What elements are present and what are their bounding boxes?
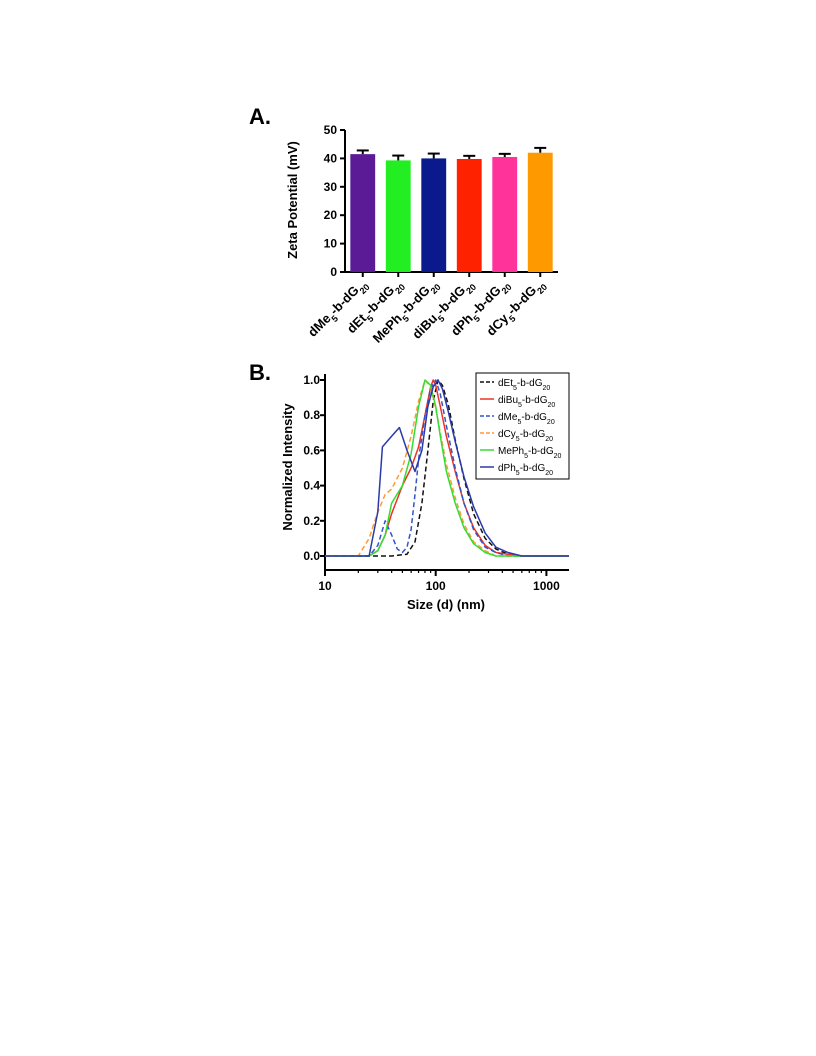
chart-b-y-tick-label: 0.2 xyxy=(303,514,320,528)
chart-b-y-tick-label: 0.4 xyxy=(303,479,320,493)
legend-box xyxy=(475,372,570,480)
legend-label: dCy5-b-dG20 xyxy=(498,429,553,443)
chart-a-y-axis-title: Zeta Potential (mV) xyxy=(285,141,300,259)
series-line xyxy=(325,379,569,557)
legend-label: dEt5-b-dG20 xyxy=(498,378,550,392)
chart-a-y-tick-label: 20 xyxy=(324,208,338,222)
chart-b-y-tick-label: 0.0 xyxy=(303,549,320,563)
category-label: MePh5-b-dG20 xyxy=(370,276,443,349)
panel-a-label: A. xyxy=(249,104,271,129)
chart-b-y-tick-label: 0.6 xyxy=(303,443,320,457)
chart-a-y-tick-label: 0 xyxy=(330,265,337,279)
chart-a-y-tick-label: 50 xyxy=(324,123,338,137)
category-label: dMe5-b-dG20 xyxy=(305,276,372,343)
zeta-potential-bar-chart: Zeta Potential (mV) 0 10 20 30 40 50 dMe5-b-dG… xyxy=(285,123,558,349)
bar xyxy=(456,158,482,272)
legend-label: diBu5-b-dG20 xyxy=(498,395,555,409)
bar xyxy=(421,158,447,272)
chart-b-y-axis-title: Normalized Intensity xyxy=(280,403,295,531)
chart-b-y-tick-label: 1.0 xyxy=(303,373,320,387)
legend-label: dMe5-b-dG20 xyxy=(498,412,555,426)
chart-b-x-tick-label: 1000 xyxy=(533,579,560,593)
chart-b-x-tick-label: 10 xyxy=(318,579,332,593)
size-distribution-line-chart: Normalized Intensity Size (d) (nm) 0.0 0.… xyxy=(280,372,570,612)
bar xyxy=(492,156,518,272)
chart-a-y-tick-label: 10 xyxy=(324,237,338,251)
chart-a-y-tick-label: 30 xyxy=(324,180,338,194)
panel-b-label: B. xyxy=(249,360,271,385)
series-line xyxy=(325,379,569,557)
chart-a-y-tick-label: 40 xyxy=(324,151,338,165)
series-line xyxy=(325,379,569,557)
legend-label: MePh5-b-dG20 xyxy=(498,446,561,460)
bar xyxy=(385,160,411,272)
chart-b-x-axis-title: Size (d) (nm) xyxy=(407,597,485,612)
series-line xyxy=(325,379,569,557)
legend-label: dPh5-b-dG20 xyxy=(498,463,553,477)
chart-b-x-tick-label: 100 xyxy=(426,579,446,593)
chart-b-y-tick-label: 0.8 xyxy=(303,408,320,422)
bar xyxy=(350,154,376,272)
bar xyxy=(527,152,553,272)
series-line xyxy=(325,379,569,557)
